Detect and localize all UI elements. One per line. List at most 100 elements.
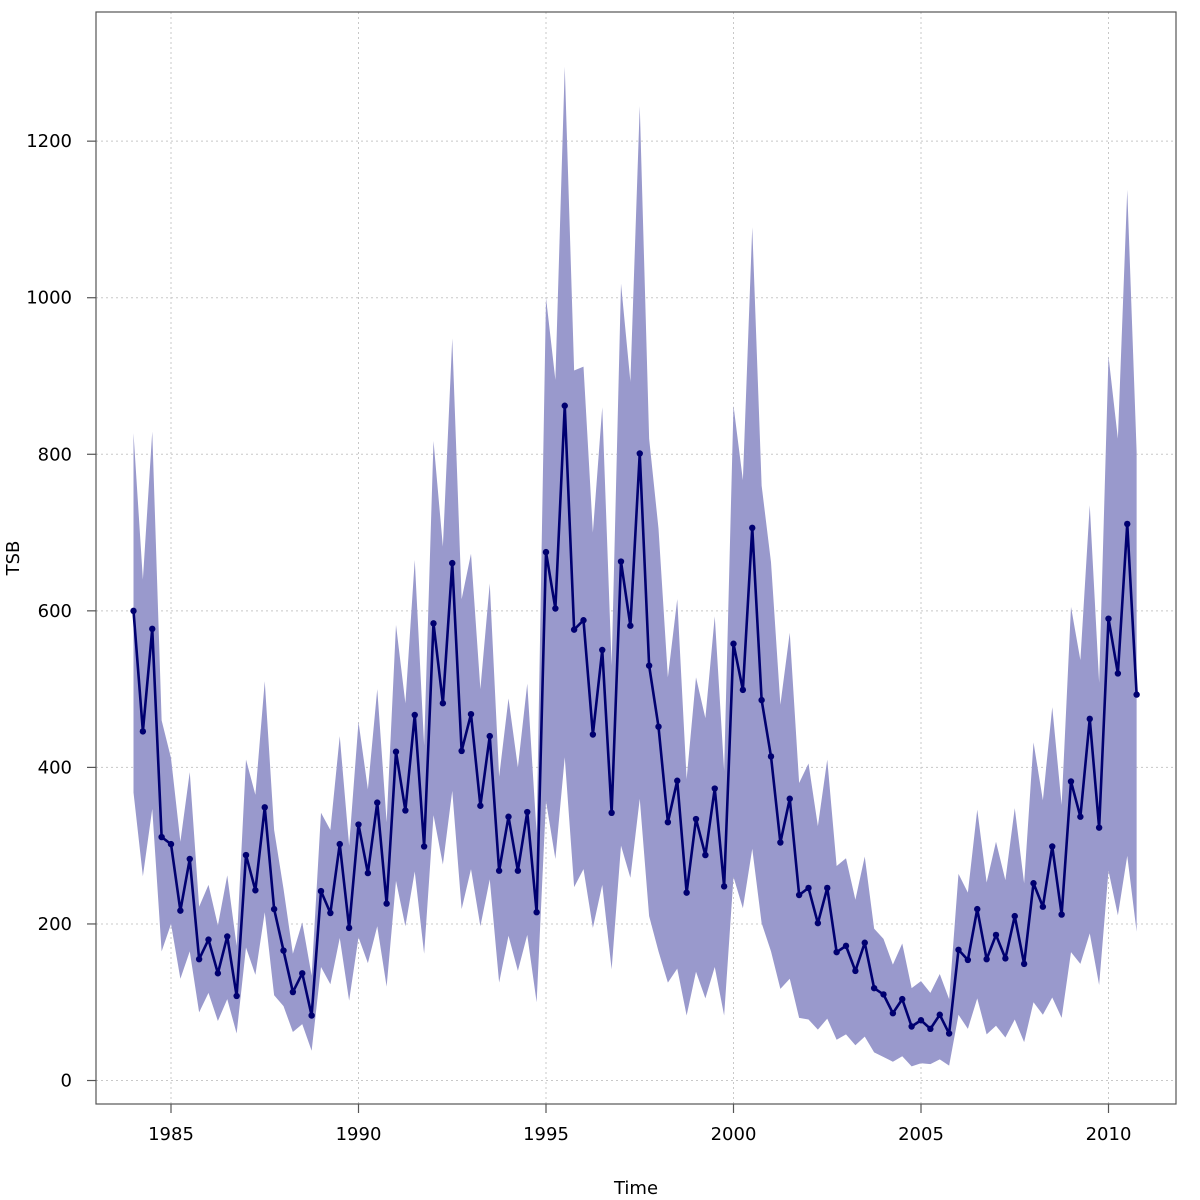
data-point <box>336 840 343 848</box>
y-tick-label: 1200 <box>26 131 72 152</box>
data-point <box>992 931 1000 939</box>
data-point <box>1133 691 1140 698</box>
data-point <box>411 711 418 719</box>
data-point <box>449 559 456 567</box>
data-point <box>814 919 822 927</box>
data-point <box>1114 670 1122 677</box>
data-point <box>899 995 906 1003</box>
tsb-series-points <box>130 402 1140 1037</box>
x-axis: 1985 1990 1995 2000 2005 2010 <box>148 1104 1131 1145</box>
data-point <box>177 907 184 914</box>
data-point <box>195 955 203 963</box>
x-tick-label: 2010 <box>1086 1124 1132 1145</box>
data-point <box>786 795 793 802</box>
data-point <box>439 700 447 707</box>
data-point <box>542 548 550 556</box>
data-point <box>1058 911 1065 918</box>
x-tick-label: 1995 <box>523 1124 569 1145</box>
data-point <box>374 799 381 806</box>
y-tick-label: 0 <box>61 1071 72 1092</box>
data-point <box>364 869 372 877</box>
data-point <box>824 884 831 892</box>
data-point <box>683 889 690 896</box>
data-point <box>767 753 775 760</box>
data-point <box>299 970 306 977</box>
data-point <box>1095 824 1103 831</box>
data-point <box>505 813 512 820</box>
data-point <box>702 851 709 859</box>
data-point <box>889 1009 897 1017</box>
data-point <box>805 884 812 892</box>
data-point <box>186 855 193 863</box>
y-tick-label: 800 <box>38 444 72 465</box>
data-point <box>927 1025 934 1033</box>
tsb-series-line <box>132 404 1138 1035</box>
data-point <box>758 696 765 704</box>
data-point <box>1086 715 1093 723</box>
data-point <box>730 640 737 647</box>
data-point <box>917 1017 925 1024</box>
data-point <box>636 450 643 457</box>
data-point <box>458 747 465 755</box>
data-point <box>608 809 615 816</box>
data-point <box>392 748 400 755</box>
x-tick-label: 1985 <box>148 1124 194 1145</box>
data-point <box>664 818 672 826</box>
data-point <box>1020 960 1028 968</box>
data-point <box>158 833 165 841</box>
x-tick-label: 1990 <box>336 1124 382 1145</box>
data-point <box>327 909 334 917</box>
y-axis-title: TSB <box>3 541 24 577</box>
data-point <box>130 607 137 615</box>
x-tick-label: 2000 <box>711 1124 757 1145</box>
data-point <box>167 840 175 848</box>
data-point <box>1049 843 1056 850</box>
data-point <box>720 883 728 890</box>
data-point <box>674 777 681 784</box>
data-point <box>261 804 268 811</box>
data-point <box>711 785 718 792</box>
data-point <box>645 662 653 669</box>
data-point <box>861 939 868 946</box>
data-point <box>842 942 850 950</box>
data-point <box>1030 880 1037 887</box>
x-axis-title: Time <box>613 1178 658 1199</box>
data-point <box>983 955 990 963</box>
data-point <box>580 617 587 624</box>
data-point <box>495 867 503 874</box>
data-point <box>627 622 634 629</box>
data-point <box>139 728 147 735</box>
data-point <box>1105 615 1112 622</box>
data-point <box>1067 778 1075 785</box>
data-point <box>655 723 662 730</box>
data-point <box>524 808 531 816</box>
data-point <box>467 710 475 718</box>
data-point <box>383 900 390 907</box>
data-point <box>617 558 625 565</box>
data-point <box>224 933 231 940</box>
data-point <box>233 992 240 1000</box>
data-point <box>749 524 756 532</box>
data-point <box>552 605 559 612</box>
data-point <box>589 731 597 738</box>
data-point <box>1011 912 1018 920</box>
data-point <box>880 991 887 998</box>
data-point <box>1124 520 1131 528</box>
data-point <box>252 887 259 894</box>
data-point <box>345 924 353 932</box>
data-point <box>561 402 568 409</box>
data-point <box>945 1030 953 1037</box>
y-axis: 0 200 400 600 800 1000 1200 <box>26 131 96 1092</box>
plot-frame <box>95 11 1177 1105</box>
x-tick-label: 2005 <box>898 1124 944 1145</box>
data-point <box>289 988 297 996</box>
data-point <box>955 946 962 953</box>
y-tick-label: 600 <box>38 601 72 622</box>
data-point <box>777 839 784 846</box>
y-tick-label: 200 <box>38 914 72 935</box>
data-point <box>908 1023 915 1030</box>
data-point <box>270 905 278 913</box>
data-point <box>242 851 250 859</box>
data-point <box>692 815 700 823</box>
